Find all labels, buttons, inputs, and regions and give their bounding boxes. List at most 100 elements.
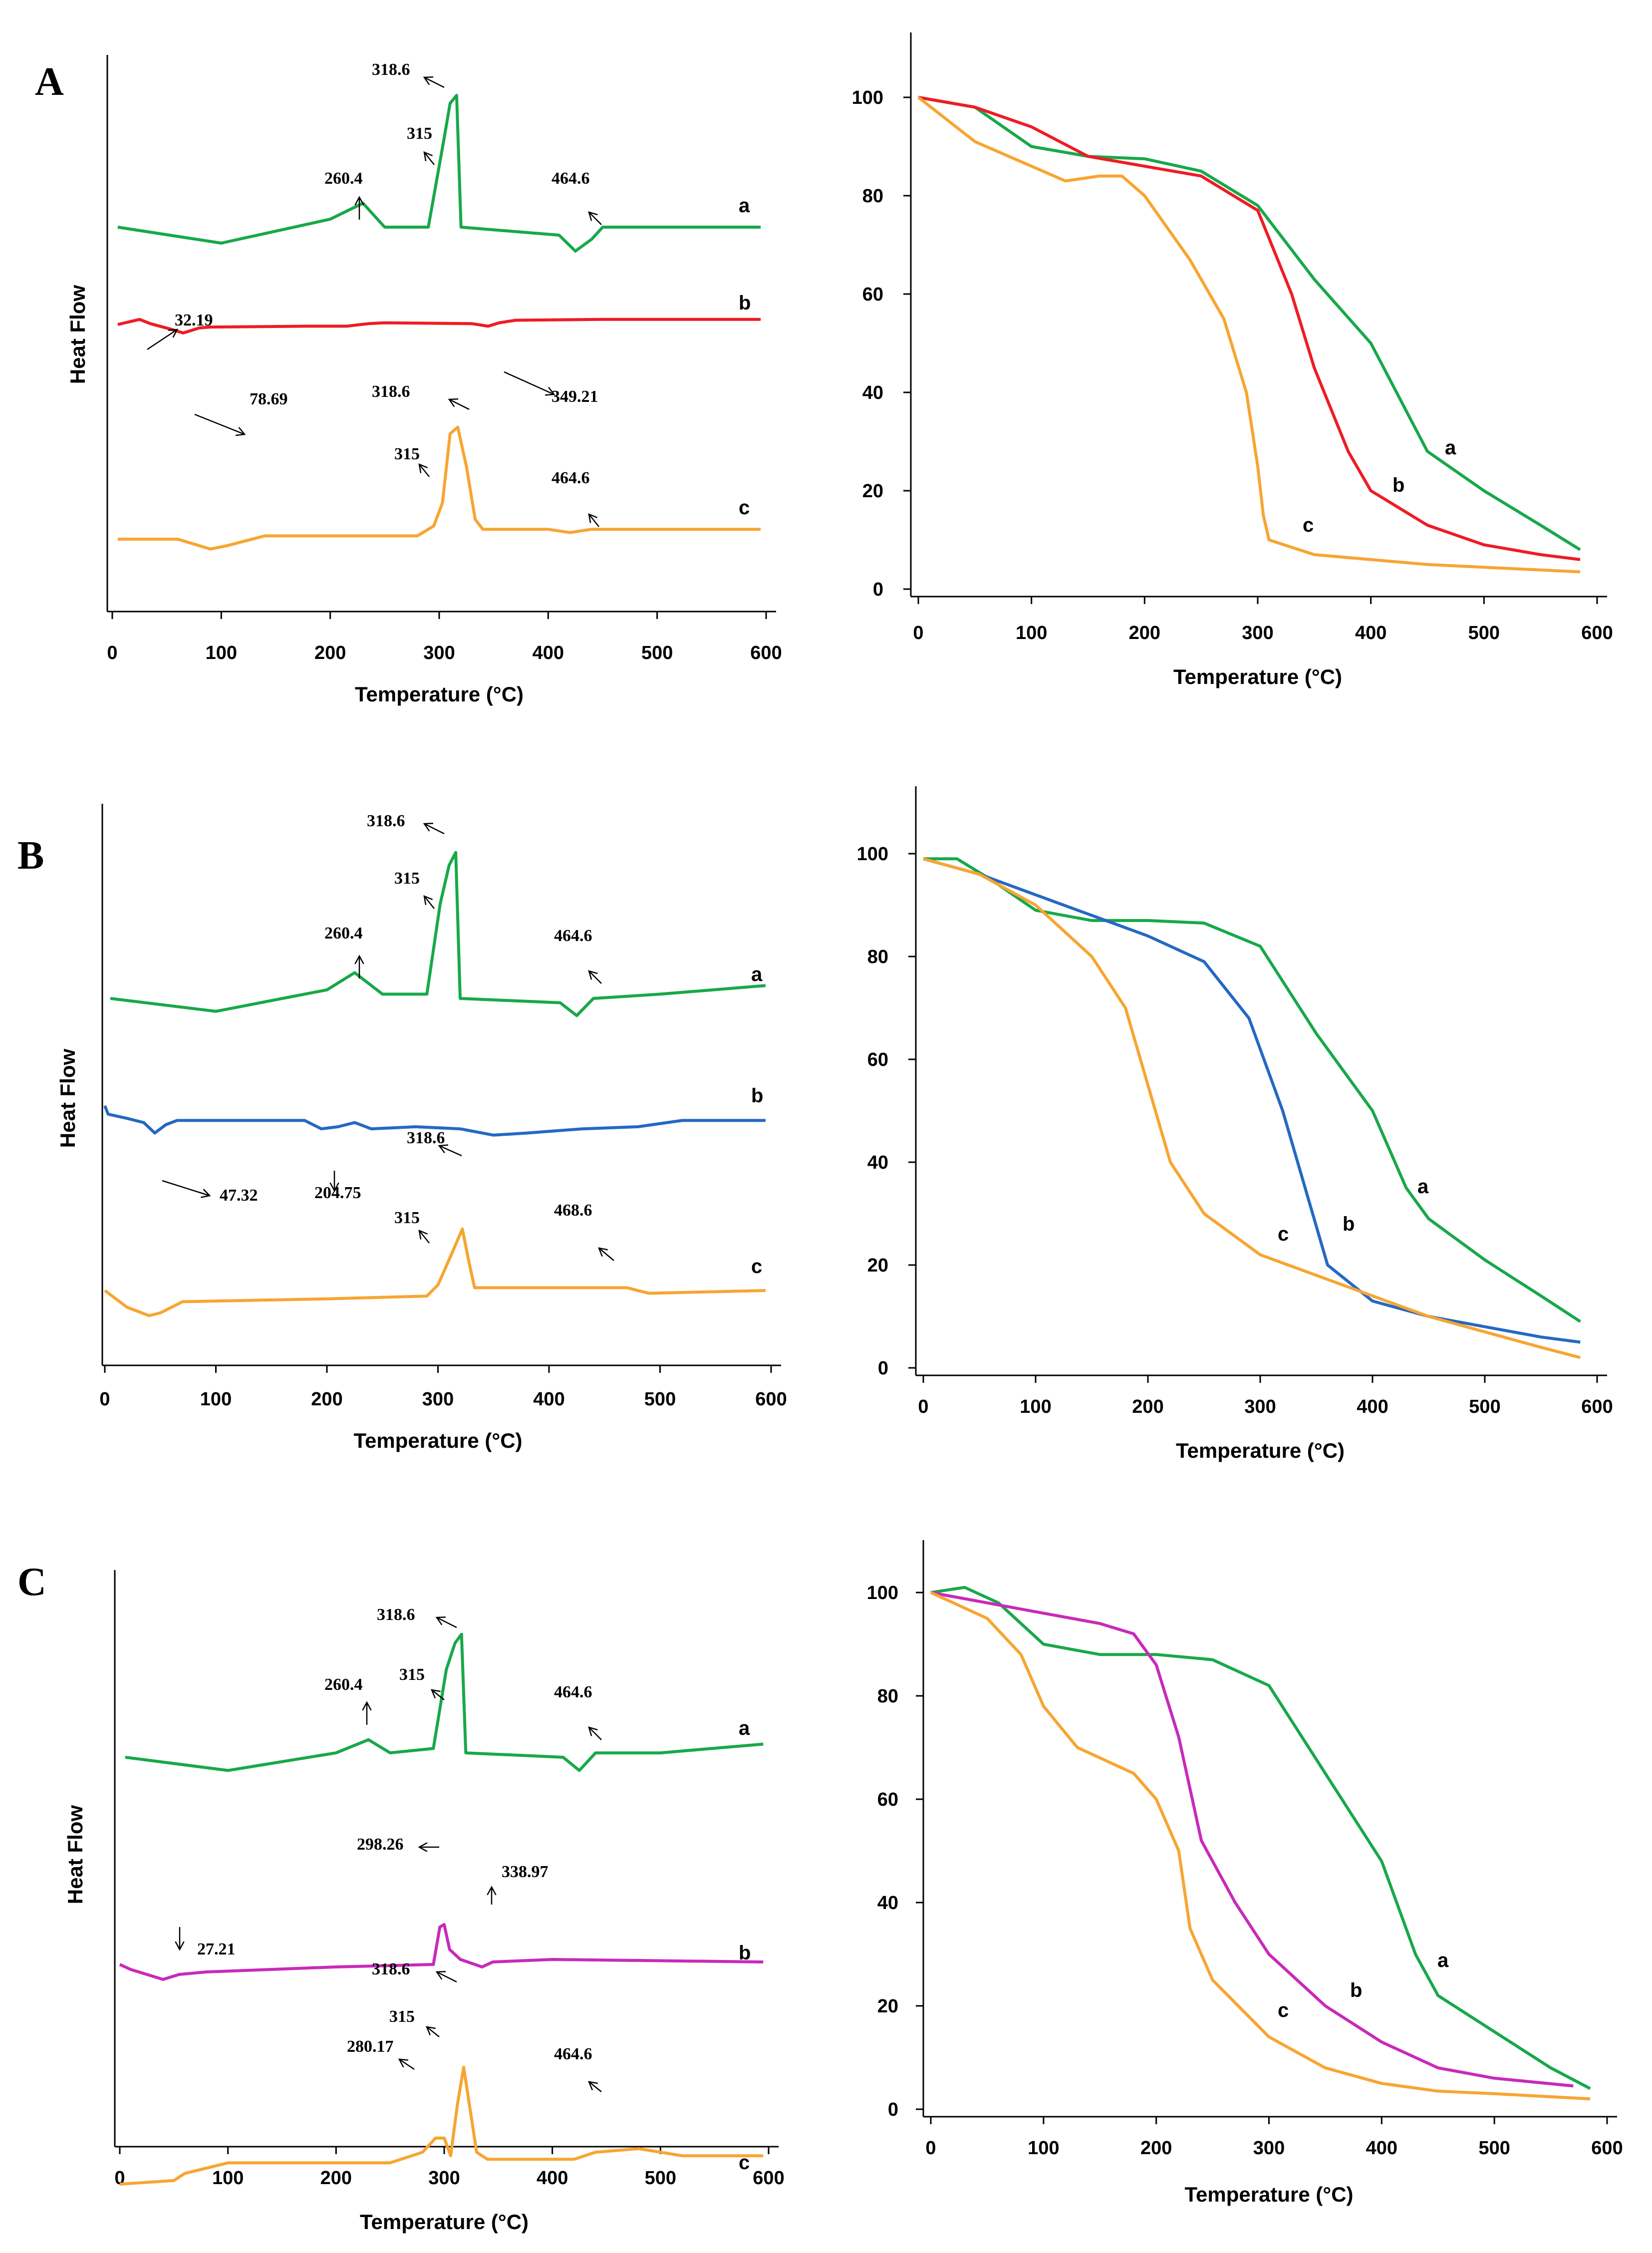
x-axis-title: Temperature (°C) bbox=[360, 2210, 529, 2234]
chart-a-dsc: A 0 100 200 300 400 500 600 Temperature (°C) Heat… bbox=[35, 55, 782, 706]
y-tick-label: 40 bbox=[867, 1152, 888, 1173]
x-tick-label: 300 bbox=[1253, 2138, 1285, 2159]
annotation-arrow bbox=[399, 2058, 415, 2070]
peak-annotation: 204.75 bbox=[314, 1184, 361, 1202]
peak-annotation: 315 bbox=[399, 1665, 425, 1684]
peak-annotation: 464.6 bbox=[551, 169, 590, 188]
peak-annotation: 318.6 bbox=[372, 382, 410, 401]
y-tick-label: 80 bbox=[862, 186, 883, 207]
y-tick-label: 20 bbox=[867, 1255, 888, 1276]
annotation-arrow bbox=[194, 413, 245, 435]
series-a-line bbox=[110, 851, 766, 1017]
y-tick-label: 40 bbox=[877, 1893, 898, 1914]
annotation-arrowhead bbox=[430, 1689, 441, 1699]
series-c-line bbox=[119, 2065, 764, 2186]
annotation-arrowhead bbox=[175, 1941, 185, 1951]
annotation-arrow bbox=[439, 1145, 462, 1157]
x-tick-label: 0 bbox=[913, 623, 923, 644]
annotation-arrow bbox=[588, 1727, 602, 1740]
annotation-arrowhead bbox=[425, 2026, 436, 2036]
annotation-arrowhead bbox=[423, 823, 434, 832]
y-tick-label: 100 bbox=[867, 1583, 898, 1604]
y-tick-label: 20 bbox=[862, 481, 883, 502]
x-tick-label: 500 bbox=[1478, 2138, 1510, 2159]
annotation-arrowhead bbox=[418, 1229, 428, 1240]
annotation-arrow bbox=[431, 1689, 445, 1700]
annotation-arrow bbox=[162, 1180, 210, 1197]
series-c-line bbox=[917, 96, 1581, 574]
series-b-label: b bbox=[1392, 474, 1404, 496]
annotation-arrow bbox=[588, 2081, 602, 2092]
x-axis-title: Temperature (°C) bbox=[353, 1429, 522, 1452]
series-b-line bbox=[923, 857, 1581, 1344]
y-tick-label: 60 bbox=[862, 284, 883, 305]
y-tick-label: 100 bbox=[852, 87, 883, 108]
x-tick-label: 200 bbox=[1129, 623, 1160, 644]
annotation-arrowhead bbox=[354, 196, 364, 206]
series-c-label: c bbox=[1278, 1223, 1289, 1245]
annotation-arrowhead bbox=[588, 970, 598, 980]
x-tick-label: 300 bbox=[428, 2168, 460, 2189]
x-tick-label: 600 bbox=[755, 1389, 787, 1410]
peak-annotation: 464.6 bbox=[551, 469, 590, 487]
annotation-arrowhead bbox=[235, 427, 246, 436]
series-c-line bbox=[117, 425, 761, 551]
peak-annotation: 349.21 bbox=[551, 387, 598, 406]
x-tick-label: 0 bbox=[99, 1389, 110, 1410]
series-a-line bbox=[918, 96, 1581, 551]
series-a-label: a bbox=[1437, 1949, 1449, 1971]
series-c-label: c bbox=[739, 2152, 750, 2174]
y-tick-label: 20 bbox=[877, 1996, 898, 2017]
peak-annotation: 32.19 bbox=[175, 311, 213, 329]
series-a-label: a bbox=[1445, 437, 1456, 459]
series-c-label: c bbox=[751, 1256, 762, 1278]
x-axis-title: Temperature (°C) bbox=[1173, 665, 1342, 688]
y-tick-label: 0 bbox=[878, 1358, 888, 1379]
annotation-arrowhead bbox=[588, 513, 598, 523]
y-tick-label: 60 bbox=[877, 1789, 898, 1810]
x-tick-label: 400 bbox=[533, 1389, 564, 1410]
series-a-label: a bbox=[739, 1717, 750, 1739]
series-c-label: c bbox=[1303, 514, 1314, 536]
peak-annotation: 315 bbox=[389, 2007, 415, 2026]
y-axis-title: Heat Flow bbox=[56, 1048, 79, 1148]
chart-c-dsc: C 0 100 200 300 400 500 600 Temperature (°C) Heat… bbox=[17, 1560, 785, 2234]
y-tick-label: 0 bbox=[888, 2099, 898, 2120]
panel-letter: A bbox=[35, 60, 64, 104]
annotation-arrowhead bbox=[588, 211, 598, 221]
series-b-label: b bbox=[739, 1942, 751, 1964]
x-tick-label: 400 bbox=[1355, 623, 1386, 644]
x-tick-label: 200 bbox=[314, 643, 346, 663]
peak-annotation: 468.6 bbox=[554, 1201, 592, 1220]
peak-annotation: 315 bbox=[394, 445, 420, 463]
y-tick-label: 0 bbox=[873, 579, 883, 600]
peak-annotation: 260.4 bbox=[324, 169, 363, 188]
series-b-label: b bbox=[751, 1085, 763, 1107]
annotation-arrowhead bbox=[423, 151, 433, 161]
peak-annotation: 464.6 bbox=[554, 2045, 592, 2063]
y-axis-title: Heat Flow bbox=[63, 1805, 87, 1904]
series-a-line bbox=[117, 94, 761, 253]
annotation-arrowhead bbox=[438, 1144, 449, 1154]
x-tick-label: 500 bbox=[645, 2168, 676, 2189]
annotation-arrowhead bbox=[587, 2081, 598, 2091]
x-tick-label: 300 bbox=[1242, 623, 1273, 644]
annotation-arrow bbox=[424, 896, 435, 909]
series-a-label: a bbox=[751, 964, 763, 985]
x-axis-title: Temperature (°C) bbox=[355, 682, 524, 706]
x-tick-label: 100 bbox=[1028, 2138, 1059, 2159]
x-tick-label: 200 bbox=[1132, 1396, 1163, 1417]
x-tick-label: 100 bbox=[1016, 623, 1047, 644]
x-tick-label: 600 bbox=[1591, 2138, 1623, 2159]
x-tick-label: 400 bbox=[1357, 1396, 1388, 1417]
annotation-arrowhead bbox=[487, 1886, 497, 1896]
x-tick-label: 500 bbox=[1469, 1396, 1500, 1417]
peak-annotation: 260.4 bbox=[324, 924, 363, 943]
series-a-label: a bbox=[1417, 1176, 1429, 1198]
annotation-arrow bbox=[504, 371, 554, 395]
series-a-line bbox=[930, 1586, 1591, 2090]
chart-b-tga: 0 100 200 300 400 500 600 0 20 40 60 80 100 Temperatu… bbox=[857, 786, 1613, 1462]
x-tick-label: 200 bbox=[320, 2168, 352, 2189]
series-b-line bbox=[930, 1591, 1574, 2088]
x-tick-label: 600 bbox=[753, 2168, 784, 2189]
